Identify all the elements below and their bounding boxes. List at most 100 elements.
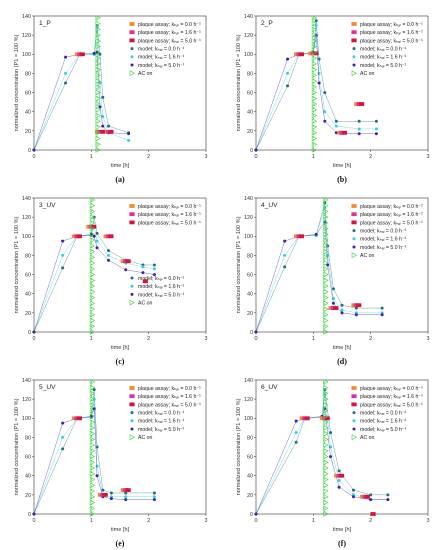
legend-label: plaque assay; kₕₐₗ = 5.0 h⁻¹ [360,402,423,408]
ac-on-marker [323,220,329,226]
plaque-point [341,130,347,135]
y-tick-label: 40 [247,110,253,116]
model-point [340,311,344,315]
legend-label: AC on [360,253,375,259]
model-line-2 [255,35,377,151]
ac-on-marker [89,493,96,500]
model-point [101,95,105,99]
y-tick-label: 120 [244,215,253,221]
y-tick-label: 80 [247,435,253,441]
legend-marker [129,22,135,26]
ac-on-marker [311,26,318,33]
ac-on-marker [311,66,318,73]
ac-on-marker [89,482,96,489]
ac-on-marker [323,271,329,278]
x-tick-label: 2 [147,154,150,160]
model-point [141,265,145,269]
model-line-2 [33,234,155,333]
x-tick-label: 3 [427,518,430,524]
legend-label: plaque assay; kₕₐₗ = 1.6 h⁻¹ [360,212,423,218]
model-point [64,81,68,85]
model-point [254,512,258,516]
ac-on-marker [323,407,329,414]
ac-on-marker [323,237,329,243]
panel-caption: (b) [337,175,347,184]
ac-on-marker [323,202,329,209]
ac-on-marker [89,306,96,312]
legend-label: plaque assay; kₕₐₗ = 0.0 h⁻¹ [360,386,423,392]
model-point [334,119,338,123]
ac-on-marker [323,379,329,385]
ac-on-marker [89,488,96,494]
y-tick-label: 60 [25,90,31,96]
ac-on-marker [323,413,329,420]
ac-on-marker [95,43,101,50]
x-tick-label: 1 [312,154,315,160]
model-point [351,495,355,499]
legend-marker [351,204,357,208]
legend-label: plaque assay; kₕₐₗ = 1.6 h⁻¹ [138,394,201,400]
model-point [357,127,361,131]
model-line-1 [255,25,377,151]
ac-on-marker [95,38,101,44]
ac-on-marker [89,277,96,284]
ac-on-marker [311,147,318,153]
legend-marker [130,411,134,415]
model-point [317,71,321,75]
model-point [337,469,341,473]
legend-label: AC on [138,301,153,307]
model-point [334,124,338,128]
legend-marker [352,245,356,249]
model-point [337,485,341,489]
legend-label: plaque assay; kₕₐₗ = 1.6 h⁻¹ [138,212,201,218]
ac-on-marker [311,141,318,148]
y-tick-label: 20 [25,129,31,135]
model-point [294,431,298,435]
legend-label: model; kₕₐₗ = 5.0 h⁻¹ [360,245,407,251]
y-tick-label: 100 [244,416,253,422]
x-axis-label: time [h] [111,163,130,169]
legend-label: model; kₕₐₗ = 1.6 h⁻¹ [138,55,185,61]
y-tick-label: 100 [22,234,31,240]
plot-frame [33,15,207,151]
model-point [283,265,287,269]
ac-on-marker [89,317,96,324]
y-tick-label: 40 [25,474,31,480]
legend-marker [130,292,134,296]
plaque-point [108,129,114,134]
model-point [254,330,258,334]
ac-on-marker [95,95,101,102]
plaque-point [313,51,319,56]
y-tick-label: 120 [22,33,31,39]
chart-panel-1: 0 20 40 60 80 100 120 140 0 1 2 3 time [h] normalized… [14,14,208,184]
y-tick-label: 100 [244,234,253,240]
legend-marker [351,434,358,440]
x-tick-label: 3 [427,154,430,160]
ac-on-marker [323,436,329,443]
model-point [283,239,287,243]
legend-label: plaque assay; kₕₐₗ = 5.0 h⁻¹ [360,220,423,226]
ac-on-marker [323,311,329,318]
panel-title: 5_UV [39,384,56,391]
ac-on-marker [89,505,96,512]
ac-on-marker [95,78,101,84]
ac-on-marker [95,141,101,148]
ac-on-marker [89,289,96,295]
ac-on-marker [95,107,101,113]
legend-marker [352,411,356,415]
ac-on-marker [323,396,329,402]
y-tick-label: 140 [244,378,253,384]
model-point [152,263,156,267]
legend-label: model; kₕₐₗ = 1.6 h⁻¹ [138,284,185,290]
plaque-point [79,52,85,57]
ac-on-marker [311,124,318,130]
ac-on-marker [89,260,96,266]
model-point [98,81,102,85]
ac-on-marker [311,43,318,50]
model-point [95,239,99,243]
legend-label: model; kₕₐₗ = 0.0 h⁻¹ [138,411,185,417]
legend-marker [130,284,134,288]
x-tick-label: 0 [33,518,36,524]
ac-on-marker [89,243,96,249]
ac-on-marker [311,15,318,21]
